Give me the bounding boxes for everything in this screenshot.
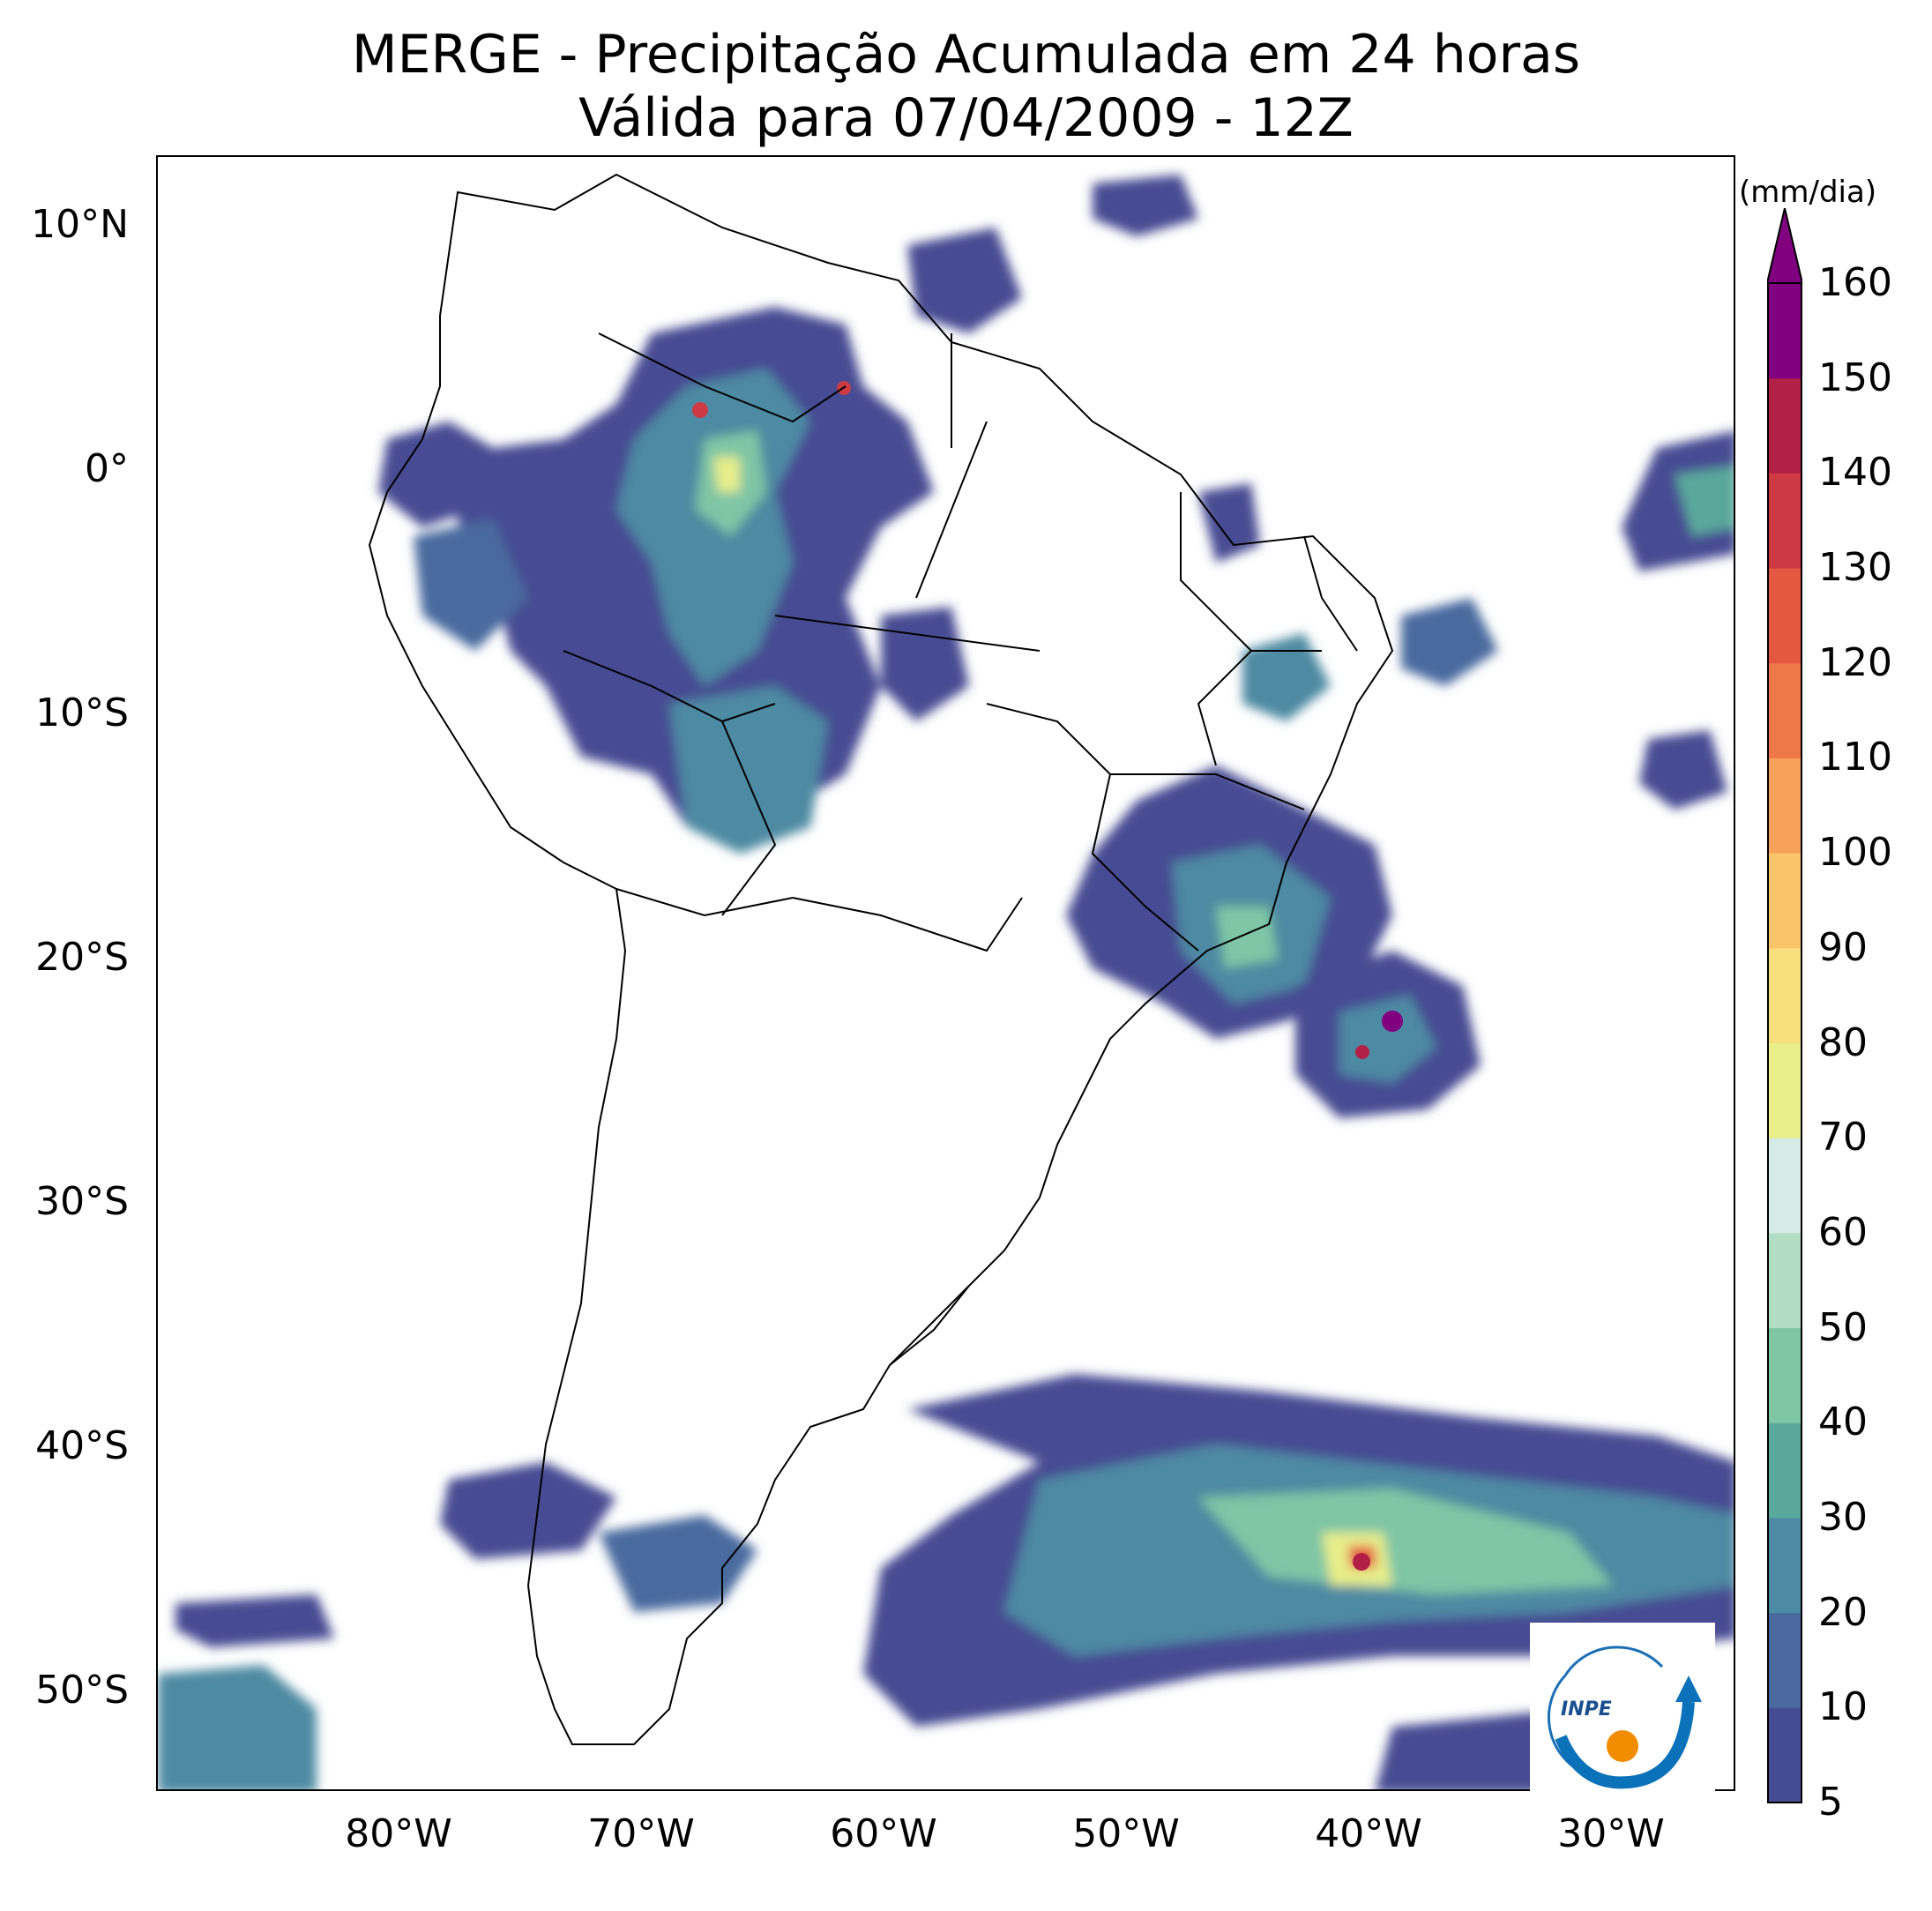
lat-label-30s: 30°S: [35, 1179, 129, 1224]
colorbar-tick-label: 10: [1818, 1684, 1868, 1730]
svg-text:INPE: INPE: [1561, 1698, 1612, 1721]
inpe-logo: INPE: [1530, 1623, 1715, 1808]
colorbar-tick-label: 20: [1818, 1589, 1868, 1635]
coastlines: [368, 173, 1394, 1745]
colorbar-tick-label: 140: [1818, 450, 1892, 496]
lat-label-50s: 50°S: [35, 1668, 129, 1713]
colorbar-tick-label: 80: [1818, 1019, 1868, 1065]
colorbar-tick-label: 70: [1818, 1115, 1868, 1161]
colorbar-band: [1768, 1232, 1801, 1329]
colorbar-band: [1768, 1422, 1801, 1519]
colorbar-tick-label: 90: [1818, 924, 1868, 970]
colorbar-band: [1768, 662, 1801, 758]
colorbar-band: [1768, 947, 1801, 1043]
colorbar-band: [1768, 473, 1801, 569]
map-title: MERGE - Precipitação Acumulada em 24 hor…: [351, 24, 1581, 86]
colorbar-tick-label: 60: [1818, 1209, 1868, 1255]
colorbar-tick-label: 130: [1818, 545, 1892, 591]
colorbar-tick-label: 30: [1818, 1494, 1868, 1540]
colorbar-tick-label: 40: [1818, 1400, 1868, 1445]
colorbar-band: [1768, 758, 1801, 854]
precipitation-field: [158, 175, 1734, 1789]
map-subtitle: Válida para 07/04/2009 - 12Z: [578, 87, 1354, 149]
colorbar-tick-label: 100: [1818, 830, 1892, 876]
colorbar-band: [1768, 1612, 1801, 1708]
lon-label-50w: 50°W: [1072, 1811, 1180, 1856]
lon-label-30w: 30°W: [1557, 1811, 1665, 1856]
lat-label-10n: 10°N: [31, 202, 129, 247]
colorbar-band: [1768, 853, 1801, 949]
colorbar-extend-arrow: [1767, 208, 1802, 284]
colorbar-tick-label: 160: [1818, 260, 1892, 305]
colorbar-tick-label: 5: [1818, 1780, 1843, 1825]
colorbar-band: [1768, 1042, 1801, 1138]
colorbar-band: [1768, 1517, 1801, 1614]
colorbar-band: [1768, 377, 1801, 474]
lat-label-0: 0°: [85, 446, 129, 491]
colorbar-band: [1768, 568, 1801, 664]
colorbar-band: [1768, 283, 1801, 379]
colorbar: [1767, 208, 1802, 1803]
colorbar-tick-label: 150: [1818, 355, 1892, 400]
lon-label-40w: 40°W: [1315, 1811, 1422, 1856]
precipitation-map: [156, 155, 1735, 1791]
lon-label-60w: 60°W: [830, 1811, 937, 1856]
colorbar-tick-label: 110: [1818, 735, 1892, 780]
lat-label-40s: 40°S: [35, 1423, 129, 1468]
colorbar-bands: [1768, 283, 1801, 1803]
precip-area-amazon-core: [616, 369, 810, 686]
lon-label-80w: 80°W: [345, 1811, 452, 1856]
colorbar-band: [1768, 1707, 1801, 1803]
colorbar-band: [1768, 1327, 1801, 1423]
colorbar-band: [1768, 1138, 1801, 1234]
colorbar-unit: (mm/dia): [1739, 175, 1877, 210]
lat-label-20s: 20°S: [35, 935, 129, 980]
colorbar-tick-label: 120: [1818, 639, 1892, 685]
map-canvas: [158, 173, 1734, 1789]
colorbar-tick-label: 50: [1818, 1304, 1868, 1350]
lon-label-70w: 70°W: [587, 1811, 695, 1856]
lat-label-10s: 10°S: [35, 690, 129, 735]
